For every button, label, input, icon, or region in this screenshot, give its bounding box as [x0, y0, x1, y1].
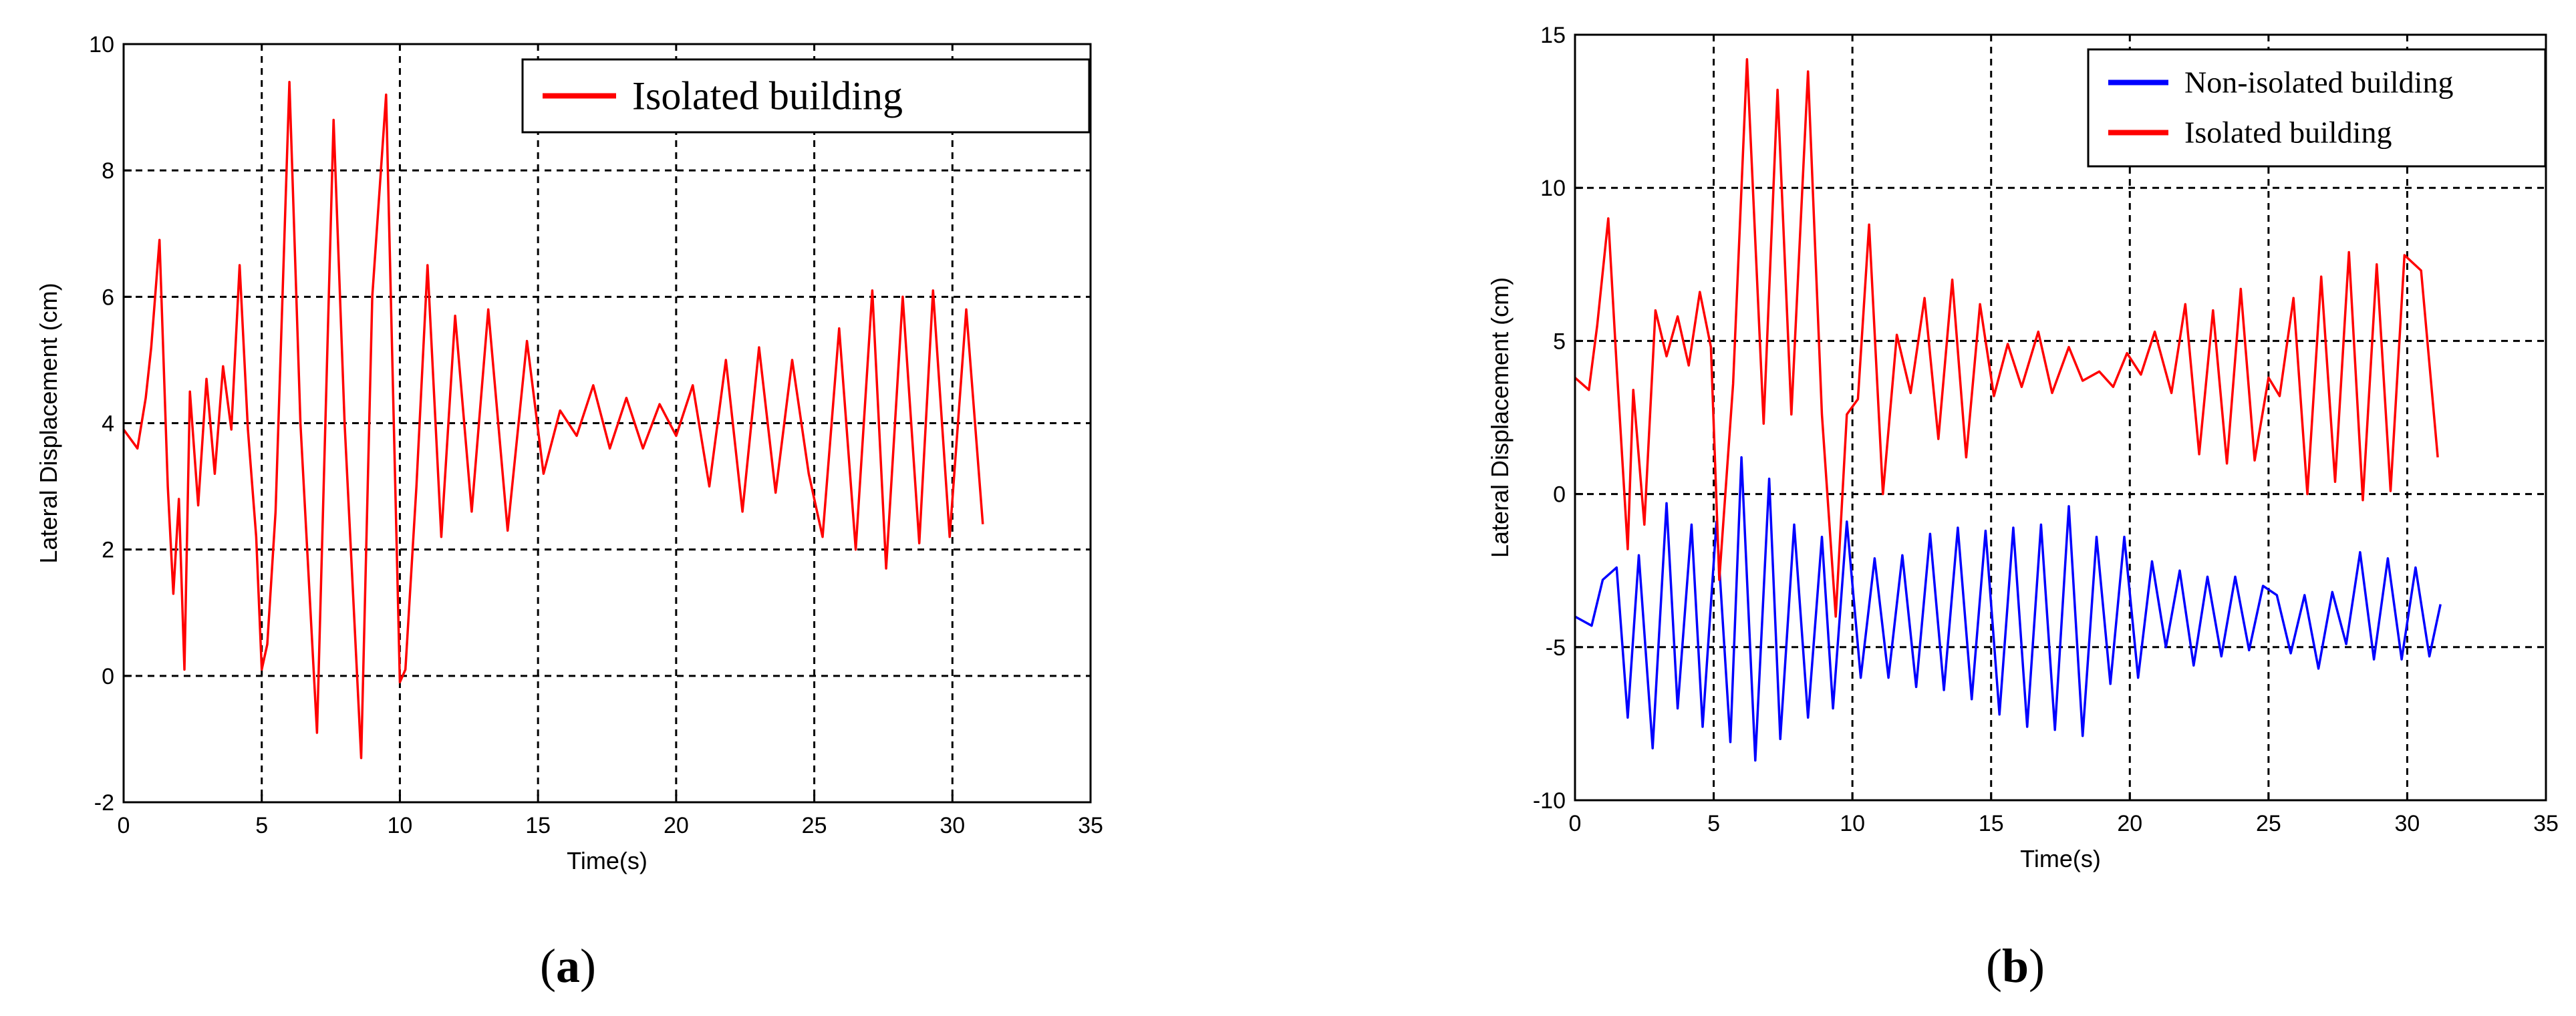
legend-box — [521, 58, 1091, 134]
y-tick-label: -5 — [1546, 635, 1566, 661]
x-tick-label: 0 — [1569, 811, 1582, 836]
panel-b-label: (b) — [1986, 939, 2045, 994]
x-tick-label: 5 — [255, 813, 268, 838]
legend-box — [2087, 48, 2547, 168]
y-tick-label: 15 — [1540, 23, 1566, 48]
x-tick-label: 25 — [802, 813, 827, 838]
y-axis-label: Lateral Displacement (cm) — [1486, 277, 1514, 558]
panel-a-label-close: ) — [579, 939, 596, 993]
y-tick-label: 6 — [102, 285, 114, 310]
x-tick-label: 20 — [2117, 811, 2142, 836]
chart-b: 0 5 10 15 20 25 30 35 -10 -5 0 5 10 15 Time(s) Lateral … — [1486, 23, 2559, 872]
x-tick-label: 30 — [940, 813, 965, 838]
y-tick-label: 2 — [102, 538, 114, 563]
series-line-isolated-building — [122, 80, 984, 759]
legend-label: Isolated building — [632, 73, 903, 118]
panel-b-label-close: ) — [2029, 939, 2045, 993]
panel-b-label-open: ( — [1986, 939, 2002, 993]
y-tick-label: 5 — [1553, 329, 1566, 354]
series-line-non-isolated-building — [1574, 456, 2442, 762]
x-tick-label: 10 — [388, 813, 413, 838]
x-tick-label: 30 — [2395, 811, 2420, 836]
y-tick-label: 0 — [102, 664, 114, 689]
legend-label: Isolated building — [2184, 116, 2392, 150]
y-tick-label: -2 — [94, 790, 114, 816]
x-axis-label: Time(s) — [2020, 845, 2101, 872]
x-tick-label: 0 — [118, 813, 130, 838]
y-tick-label: -10 — [1533, 788, 1566, 814]
y-tick-label: 10 — [1540, 176, 1566, 201]
x-tick-label: 15 — [525, 813, 551, 838]
y-tick-label: 0 — [1553, 482, 1566, 508]
x-tick-label: 10 — [1840, 811, 1865, 836]
series-line-isolated-building — [1574, 57, 2439, 618]
x-axis-label: Time(s) — [567, 847, 648, 874]
y-tick-label: 10 — [89, 32, 114, 57]
x-tick-label: 15 — [1979, 811, 2004, 836]
y-tick-label: 4 — [102, 411, 114, 437]
panel-a-label-letter: a — [555, 939, 580, 993]
panel-a-label-open: ( — [540, 939, 556, 993]
x-tick-label: 25 — [2256, 811, 2281, 836]
y-axis-label: Lateral Displacement (cm) — [35, 283, 62, 563]
axes-frame — [1574, 33, 2547, 802]
panel-a: 0 5 10 15 20 25 30 35 -2 0 2 4 6 8 10 Time(s) Lateral Di… — [35, 32, 1103, 994]
x-tick-label: 35 — [2533, 811, 2559, 836]
panel-b-label-letter: b — [2001, 939, 2029, 993]
x-tick-label: 35 — [1078, 813, 1103, 838]
y-tick-label: 8 — [102, 158, 114, 184]
x-tick-label: 20 — [664, 813, 689, 838]
x-tick-label: 5 — [1707, 811, 1720, 836]
legend-label: Non-isolated building — [2184, 65, 2453, 100]
panel-b: 0 5 10 15 20 25 30 35 -10 -5 0 5 10 15 Time(s) Lateral … — [1288, 0, 2575, 1016]
panel-a-label: (a) — [540, 939, 596, 994]
